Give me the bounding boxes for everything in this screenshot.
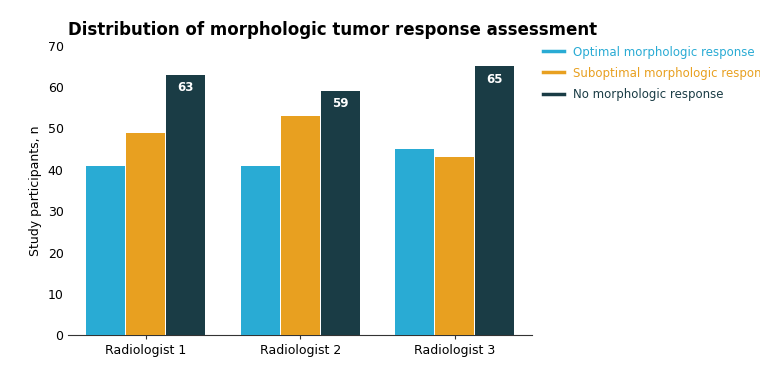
Bar xyxy=(166,75,205,335)
Bar xyxy=(321,91,360,335)
Text: 43: 43 xyxy=(447,163,463,177)
Legend: Optimal morphologic response, Suboptimal morphologic response, No morphologic re: Optimal morphologic response, Suboptimal… xyxy=(543,46,760,101)
Text: 41: 41 xyxy=(252,172,268,185)
Bar xyxy=(280,116,320,335)
Text: 45: 45 xyxy=(407,155,423,168)
Bar xyxy=(240,166,280,335)
Text: 49: 49 xyxy=(138,139,154,152)
Text: 41: 41 xyxy=(97,172,114,185)
Bar xyxy=(476,66,515,335)
Text: Distribution of morphologic tumor response assessment: Distribution of morphologic tumor respon… xyxy=(68,21,597,38)
Y-axis label: Study participants, n: Study participants, n xyxy=(29,125,42,256)
Bar xyxy=(435,157,474,335)
Bar xyxy=(395,149,434,335)
Bar xyxy=(86,166,125,335)
Text: 59: 59 xyxy=(332,98,349,110)
Text: 65: 65 xyxy=(486,73,503,86)
Bar xyxy=(126,133,165,335)
Text: 53: 53 xyxy=(292,122,309,135)
Text: 63: 63 xyxy=(178,81,194,94)
